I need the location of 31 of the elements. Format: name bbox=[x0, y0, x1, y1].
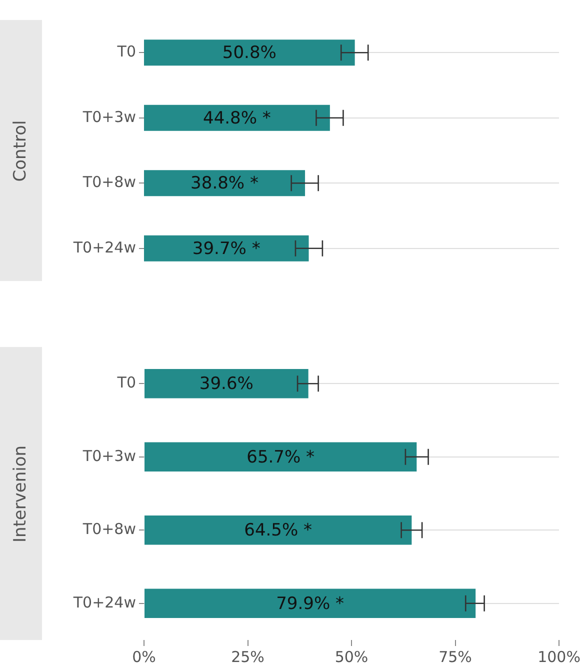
y-tick-label: T0+3w bbox=[82, 108, 136, 126]
data-label: 39.7% * bbox=[192, 238, 260, 259]
y-tick-label: T0+24w bbox=[72, 593, 136, 612]
data-label: 38.8% * bbox=[190, 174, 258, 194]
bar bbox=[144, 515, 412, 545]
x-tick-label: 75% bbox=[438, 648, 472, 666]
x-tick-label: 25% bbox=[231, 648, 264, 666]
y-tick-label: T0+8w bbox=[82, 520, 136, 538]
data-label: 65.7% * bbox=[246, 447, 315, 468]
x-tick-label: 0% bbox=[132, 648, 156, 666]
data-label: 44.8% * bbox=[203, 108, 271, 128]
bar bbox=[144, 588, 476, 618]
x-tick-label: 100% bbox=[538, 648, 580, 666]
bar bbox=[144, 40, 355, 66]
data-label: 39.6% bbox=[199, 374, 254, 394]
y-tick-label: T0+3w bbox=[82, 446, 136, 465]
data-label: 50.8% bbox=[222, 43, 276, 64]
bar bbox=[144, 104, 330, 131]
bar bbox=[144, 368, 308, 398]
x-tick-label: 50% bbox=[334, 648, 368, 666]
y-tick-label: T0+8w bbox=[82, 173, 136, 192]
bar bbox=[144, 170, 306, 196]
bar bbox=[144, 235, 309, 262]
y-tick-label: T0 bbox=[116, 374, 136, 392]
y-tick-label: T0 bbox=[116, 42, 136, 61]
data-label: 79.9% * bbox=[276, 594, 344, 614]
y-tick-label: T0+24w bbox=[72, 238, 136, 256]
bar bbox=[144, 442, 417, 472]
text: Intervenion bbox=[11, 444, 32, 542]
data-label: 64.5% * bbox=[244, 520, 312, 541]
text: Control bbox=[11, 120, 32, 182]
